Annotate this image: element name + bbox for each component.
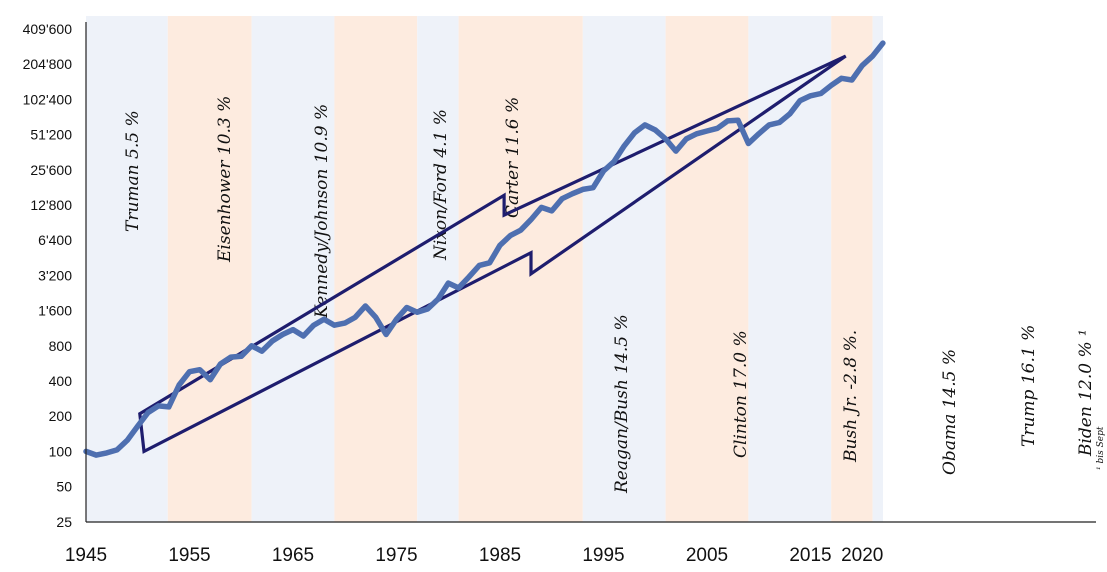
y-tick-label: 800 [49, 338, 73, 354]
trend-channel [138, 54, 847, 454]
series-line [83, 40, 886, 458]
presidency-label-nixon-ford: Nixon/Ford 4.1 % [431, 109, 451, 261]
band-trump [831, 16, 873, 522]
x-axis-ticks: 1945 1955 1965 1975 1985 1995 2005 2015 2020 [65, 545, 884, 566]
presidency-label-trump: Trump 16.1 % [1019, 325, 1039, 447]
y-tick-label: 6'400 [38, 232, 72, 248]
presidency-label-reagan-bush: Reagan/Bush 14.5 % [612, 314, 632, 494]
x-tick-label: 1985 [479, 545, 521, 566]
x-tick-label: 1965 [272, 545, 314, 566]
y-tick-label: 25'600 [30, 162, 72, 178]
y-tick-label: 3'200 [38, 267, 72, 283]
band-carter [417, 16, 459, 522]
x-tick-label: 1955 [168, 545, 210, 566]
band-clinton [582, 16, 666, 522]
y-tick-label: 50 [56, 479, 72, 495]
band-bush [665, 16, 749, 522]
y-axis-ticks: 25 50 100 200 400 800 1'600 3'200 6'400 12'800 25'… [23, 21, 73, 530]
presidency-label-obama: Obama 14.5 % [940, 349, 960, 475]
band-biden [872, 16, 883, 522]
y-tick-label: 409'600 [23, 21, 73, 37]
x-tick-label: 1945 [65, 545, 107, 566]
presidency-label-bush: Bush Jr. -2.8 %. [841, 330, 861, 463]
band-eisenhower [167, 16, 252, 522]
presidency-label-carter: Carter 11.6 % [503, 97, 523, 218]
presidency-label-eisenhower: Eisenhower 10.3 % [215, 96, 235, 263]
index-series-line [83, 40, 886, 458]
y-tick-label: 12'800 [30, 197, 72, 213]
presidency-label-truman: Truman 5.5 % [123, 110, 143, 232]
presidency-bands [86, 16, 883, 522]
y-tick-label: 1'600 [38, 303, 72, 319]
presidency-label-clinton: Clinton 17.0 % [731, 330, 751, 458]
y-tick-label: 51'200 [30, 127, 72, 143]
band-obama [748, 16, 832, 522]
y-tick-label: 100 [49, 443, 73, 459]
y-tick-label: 204'800 [23, 56, 73, 72]
x-tick-label: 1995 [582, 545, 624, 566]
x-tick-label: 1975 [375, 545, 417, 566]
y-tick-label: 25 [56, 514, 72, 530]
presidency-label-kennedy-johnson: Kennedy/Johnson 10.9 % [312, 104, 332, 319]
y-tick-label: 400 [49, 373, 73, 389]
presidency-labels: Truman 5.5 % Eisenhower 10.3 % Kennedy/Joh… [123, 96, 1096, 494]
footnote: ¹ bis Sept [1096, 426, 1106, 470]
x-tick-label: 2005 [686, 545, 728, 566]
band-kennedy-johnson [251, 16, 335, 522]
y-tick-label: 200 [49, 408, 73, 424]
trend-channel-outline [138, 54, 847, 454]
presidency-label-biden: Biden 12.0 % ¹ [1076, 329, 1096, 457]
x-tick-label: 2020 [841, 545, 883, 566]
band-nixon-ford [334, 16, 418, 522]
x-tick-label: 2015 [789, 545, 831, 566]
y-tick-label: 102'400 [23, 91, 73, 107]
